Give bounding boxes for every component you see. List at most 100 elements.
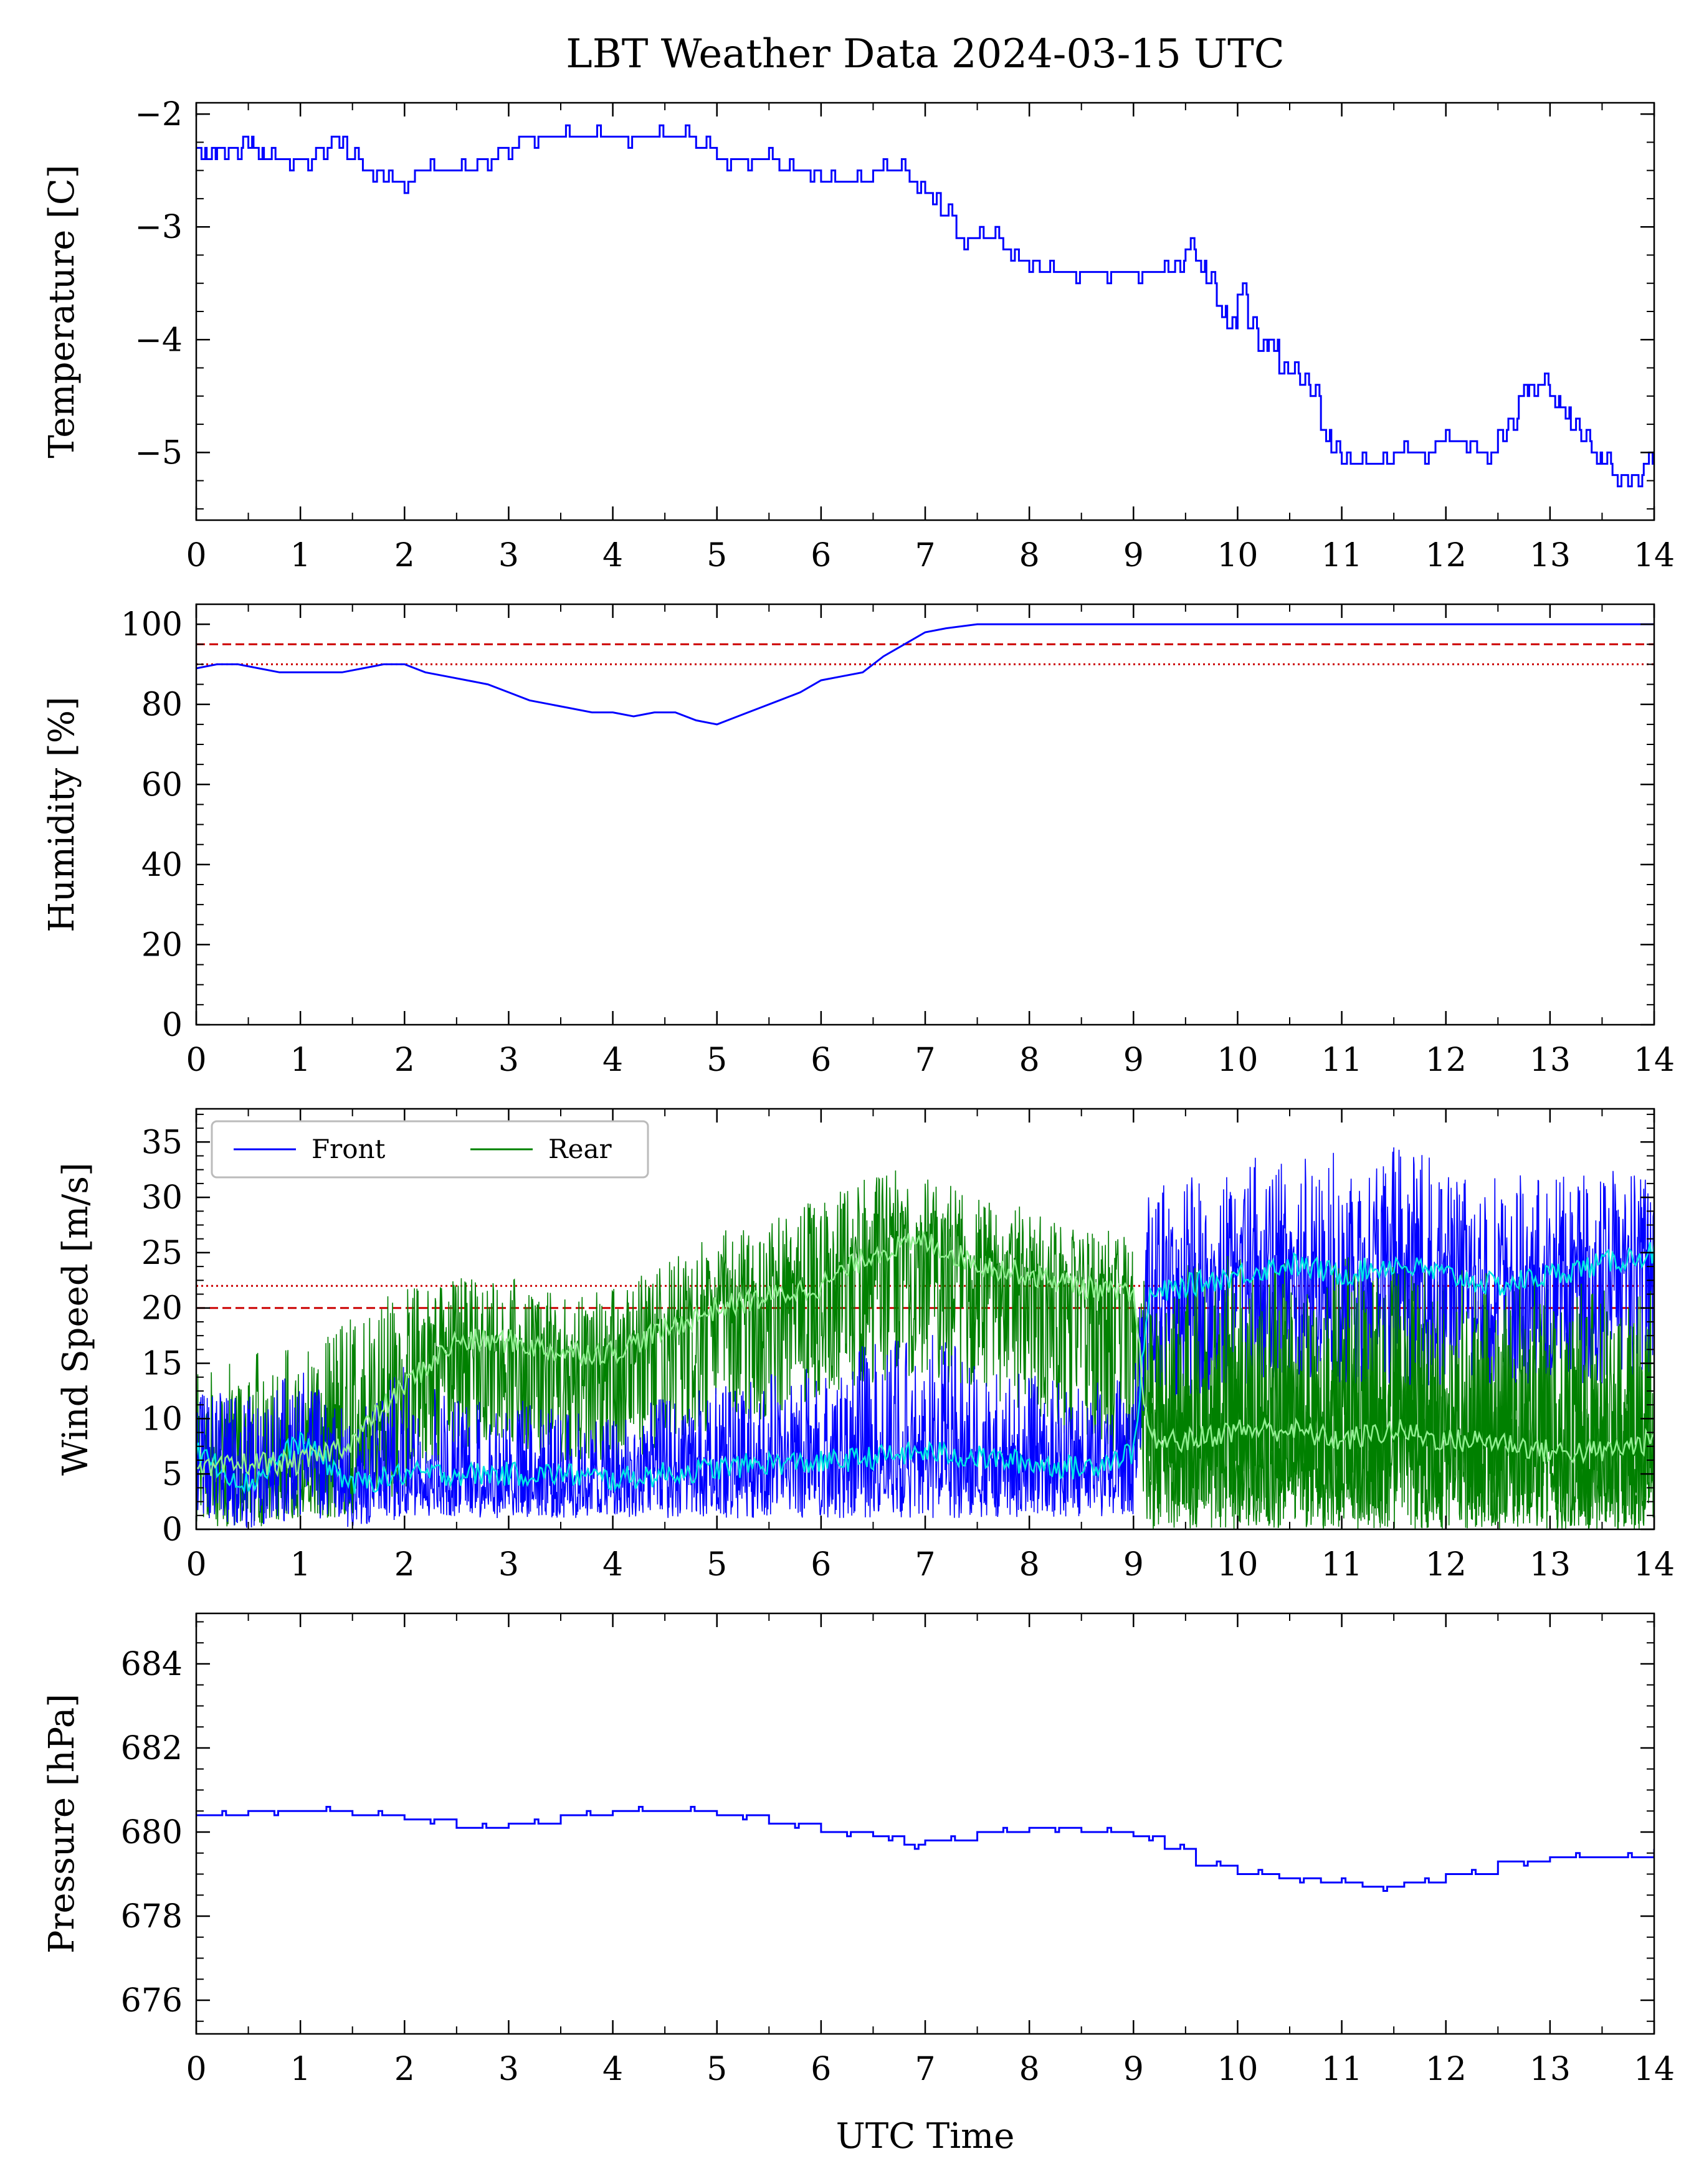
x-tick-label: 14 <box>1634 2051 1675 2088</box>
panel-2: 0 1 2 3 4 5 6 7 8 9 10 11 12 13 14020406080100Humidity… <box>42 603 1675 1079</box>
y-tick-label: 20 <box>141 1290 183 1327</box>
y-tick-label: 0 <box>162 1511 183 1549</box>
x-tick-label: 2 <box>394 2051 415 2088</box>
y-tick-label: 40 <box>141 847 183 884</box>
x-tick-label: 1 <box>290 537 311 574</box>
x-tick-label: 11 <box>1321 2051 1362 2088</box>
x-tick-label: 1 <box>290 2051 311 2088</box>
figure-title: LBT Weather Data 2024-03-15 UTC <box>566 31 1285 77</box>
y-axis-label: Wind Speed [m/s] <box>55 1162 96 1476</box>
series-line-1 <box>196 124 1654 488</box>
x-tick-label: 12 <box>1426 1042 1467 1079</box>
x-tick-label: 12 <box>1426 2051 1467 2088</box>
x-tick-label: 2 <box>394 537 415 574</box>
series-front-smooth <box>196 1242 1654 1494</box>
y-tick-label: 35 <box>141 1124 183 1161</box>
x-tick-label: 9 <box>1123 1546 1144 1583</box>
y-tick-label: −4 <box>135 321 183 359</box>
y-axis-label: Temperature [C] <box>42 164 82 458</box>
x-tick-label: 13 <box>1530 1042 1571 1079</box>
x-tick-label: 9 <box>1123 2051 1144 2088</box>
y-tick-label: 676 <box>121 1982 183 2020</box>
y-tick-label: 60 <box>141 766 183 804</box>
y-tick-label: −3 <box>135 209 183 246</box>
series-rear-smooth <box>196 1230 1654 1478</box>
legend: Front Rear <box>211 1120 649 1179</box>
plot-area-4 <box>196 1806 1654 1892</box>
x-tick-label: 3 <box>498 1546 519 1583</box>
y-axis-label: Pressure [hPa] <box>42 1694 82 1954</box>
x-tick-label: 7 <box>915 2051 935 2088</box>
x-tick-label: 10 <box>1217 537 1258 574</box>
x-tick-label: 6 <box>811 2051 831 2088</box>
y-tick-label: 684 <box>121 1646 183 1683</box>
series-line-1 <box>196 1806 1654 1892</box>
x-tick-label: 11 <box>1321 1042 1362 1079</box>
y-tick-label: 100 <box>121 606 183 643</box>
x-tick-label: 8 <box>1019 1042 1040 1079</box>
x-tick-label: 7 <box>915 537 935 574</box>
x-tick-label: 5 <box>707 1042 727 1079</box>
x-tick-label: 9 <box>1123 1042 1144 1079</box>
x-tick-label: 8 <box>1019 2051 1040 2088</box>
y-tick-label: 0 <box>162 1007 183 1044</box>
x-axis-label: UTC Time <box>836 2116 1015 2157</box>
x-tick-label: 1 <box>290 1546 311 1583</box>
x-tick-label: 11 <box>1321 1546 1362 1583</box>
panel-1: 0 1 2 3 4 5 6 7 8 9 10 11 12 13 14−5−4−3−2Temperature … <box>42 96 1675 574</box>
y-tick-label: 10 <box>141 1400 183 1438</box>
y-tick-label: 682 <box>121 1730 183 1767</box>
x-tick-label: 4 <box>602 1546 623 1583</box>
legend-box <box>211 1120 649 1179</box>
y-tick-label: 30 <box>141 1179 183 1217</box>
x-tick-label: 14 <box>1634 1546 1675 1583</box>
y-tick-label: 680 <box>121 1814 183 1851</box>
x-tick-label: 6 <box>811 1546 831 1583</box>
x-tick-label: 2 <box>394 1042 415 1079</box>
x-tick-label: 1 <box>290 1042 311 1079</box>
x-tick-label: 4 <box>602 2051 623 2088</box>
y-tick-label: 80 <box>141 686 183 724</box>
y-tick-label: 5 <box>162 1456 183 1493</box>
x-tick-label: 7 <box>915 1042 935 1079</box>
series-line-1 <box>196 623 1654 726</box>
panel-4: 0 1 2 3 4 5 6 7 8 9 10 11 12 13 14676678680682684Press… <box>42 1612 1675 2088</box>
x-tick-label: 12 <box>1426 537 1467 574</box>
x-tick-label: 12 <box>1426 1546 1467 1583</box>
y-tick-label: −2 <box>135 96 183 133</box>
y-axis-label: Humidity [%] <box>42 696 82 933</box>
x-tick-label: 13 <box>1530 1546 1571 1583</box>
x-tick-label: 10 <box>1217 1042 1258 1079</box>
x-tick-label: 10 <box>1217 1546 1258 1583</box>
legend-label-front: Front <box>312 1134 386 1164</box>
x-tick-label: 4 <box>602 1042 623 1079</box>
plot-area-3 <box>196 1147 1654 1529</box>
x-tick-label: 7 <box>915 1546 935 1583</box>
y-tick-label: 25 <box>141 1235 183 1272</box>
plot-area-1 <box>196 124 1654 488</box>
x-tick-label: 14 <box>1634 537 1675 574</box>
x-tick-label: 14 <box>1634 1042 1675 1079</box>
x-tick-label: 0 <box>186 1546 206 1583</box>
x-tick-label: 10 <box>1217 2051 1258 2088</box>
x-tick-label: 6 <box>811 537 831 574</box>
y-tick-label: 15 <box>141 1346 183 1383</box>
x-tick-label: 5 <box>707 1546 727 1583</box>
x-tick-label: 13 <box>1530 2051 1571 2088</box>
plot-area-2 <box>196 623 1654 726</box>
x-tick-label: 5 <box>707 2051 727 2088</box>
y-tick-label: 678 <box>121 1898 183 1935</box>
x-tick-label: 5 <box>707 537 727 574</box>
panels: 0 1 2 3 4 5 6 7 8 9 10 11 12 13 14−5−4−3−2Temperature … <box>42 96 1675 2088</box>
x-tick-label: 3 <box>498 2051 519 2088</box>
x-tick-label: 4 <box>602 537 623 574</box>
x-tick-label: 2 <box>394 1546 415 1583</box>
x-tick-label: 8 <box>1019 1546 1040 1583</box>
x-tick-label: 8 <box>1019 537 1040 574</box>
y-tick-label: 20 <box>141 926 183 964</box>
x-tick-label: 3 <box>498 1042 519 1079</box>
x-tick-label: 0 <box>186 537 206 574</box>
